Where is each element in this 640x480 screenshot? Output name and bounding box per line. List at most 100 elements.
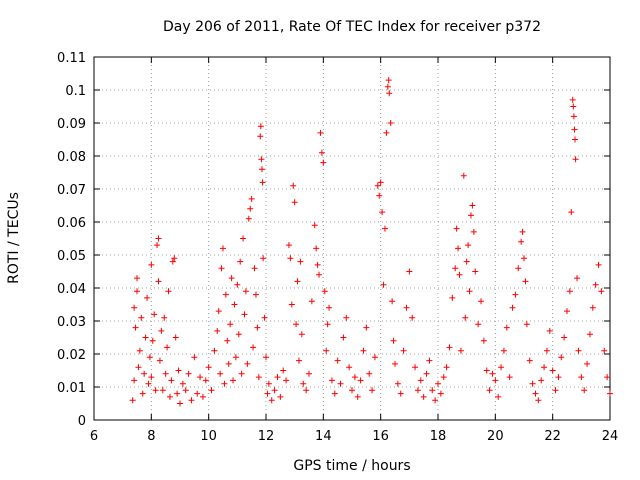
data-point xyxy=(313,245,320,252)
data-point xyxy=(152,387,159,394)
data-point xyxy=(589,304,596,311)
data-point xyxy=(232,354,239,361)
data-point xyxy=(135,364,142,371)
data-point xyxy=(403,304,410,311)
data-point xyxy=(168,377,175,384)
data-point xyxy=(429,387,436,394)
data-point xyxy=(132,324,139,331)
data-point xyxy=(366,370,373,377)
y-tick-label: 0.07 xyxy=(57,183,86,198)
data-point xyxy=(139,390,146,397)
data-point xyxy=(455,245,462,252)
data-point xyxy=(324,321,331,328)
y-axis-label: ROTI / TECUs xyxy=(6,192,22,284)
data-point xyxy=(158,327,165,334)
data-point xyxy=(462,314,469,321)
axis-ticks: 6 8 10 12 14 16 18 20 22 24 0 0.01 0.02 0.03 0.04 0.05 0… xyxy=(57,51,618,444)
data-point xyxy=(392,360,398,367)
data-point xyxy=(283,377,290,384)
data-point xyxy=(426,357,433,364)
data-point xyxy=(166,393,173,400)
data-point xyxy=(245,215,252,222)
data-point xyxy=(435,380,441,387)
data-point xyxy=(231,301,238,308)
data-point xyxy=(285,242,292,249)
data-point xyxy=(443,364,450,371)
data-point xyxy=(522,278,529,285)
data-point xyxy=(552,387,559,394)
data-point xyxy=(498,364,505,371)
data-point xyxy=(191,354,198,361)
data-point xyxy=(221,380,228,387)
data-point xyxy=(568,209,575,216)
y-tick-label: 0.11 xyxy=(57,51,86,66)
data-point xyxy=(250,344,257,351)
data-point xyxy=(162,370,169,377)
data-point xyxy=(306,370,312,377)
data-point xyxy=(574,275,581,282)
data-point xyxy=(268,397,275,404)
data-point xyxy=(241,311,248,318)
data-point xyxy=(331,390,338,397)
data-point xyxy=(460,172,467,179)
data-point xyxy=(144,294,151,301)
data-point xyxy=(509,304,516,311)
data-point xyxy=(280,367,287,374)
data-point xyxy=(260,255,267,262)
data-point xyxy=(469,202,476,209)
data-point xyxy=(155,278,162,285)
data-point xyxy=(446,344,453,351)
data-point xyxy=(240,235,247,242)
data-point xyxy=(242,288,249,295)
data-point xyxy=(215,308,222,315)
data-point xyxy=(197,374,204,381)
data-point xyxy=(177,400,183,407)
data-point xyxy=(199,393,206,400)
data-point xyxy=(293,321,300,328)
data-point xyxy=(478,298,484,305)
data-point xyxy=(208,387,215,394)
data-point xyxy=(486,387,493,394)
data-point xyxy=(607,390,613,397)
data-point xyxy=(389,298,396,305)
data-point xyxy=(397,390,404,397)
data-point xyxy=(255,374,262,381)
data-point xyxy=(134,288,140,295)
data-point xyxy=(495,393,502,400)
data-point xyxy=(230,377,237,384)
x-axis-label: GPS time / hours xyxy=(293,458,410,474)
data-point xyxy=(149,337,156,344)
data-point xyxy=(409,314,416,321)
data-point xyxy=(521,255,527,262)
data-point xyxy=(247,205,254,212)
data-point xyxy=(138,314,145,321)
data-point xyxy=(323,347,330,354)
data-point xyxy=(376,192,383,199)
data-point xyxy=(515,265,522,272)
data-point xyxy=(317,129,324,136)
data-point xyxy=(387,120,394,126)
data-point xyxy=(136,347,143,354)
data-point xyxy=(538,377,545,384)
y-tick-label: 0.03 xyxy=(57,315,86,330)
data-point xyxy=(475,321,482,328)
data-point xyxy=(595,261,602,268)
data-point xyxy=(564,308,570,315)
data-point xyxy=(179,380,186,387)
data-point xyxy=(148,374,155,381)
data-point xyxy=(220,245,226,252)
data-point xyxy=(357,377,364,384)
data-point xyxy=(374,182,381,189)
data-point xyxy=(185,370,192,377)
data-point xyxy=(205,364,212,371)
data-points xyxy=(129,77,613,407)
data-point xyxy=(298,331,305,338)
data-point xyxy=(578,374,585,381)
x-tick-label: 10 xyxy=(200,429,217,444)
data-point xyxy=(151,311,158,318)
data-point xyxy=(518,238,525,245)
data-point xyxy=(161,314,168,321)
data-point xyxy=(165,288,172,295)
data-point xyxy=(171,255,178,262)
